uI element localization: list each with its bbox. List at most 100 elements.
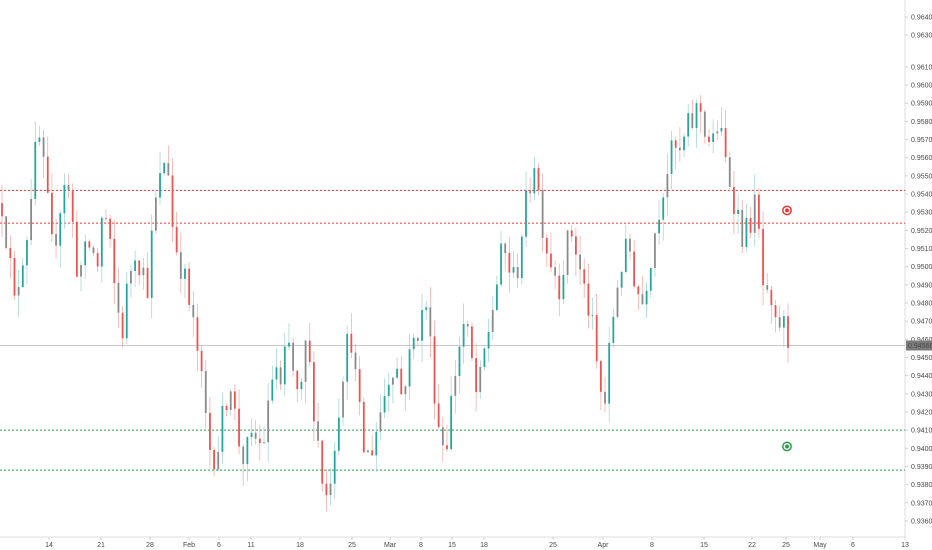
candle-body[interactable] xyxy=(350,333,353,353)
candle-body[interactable] xyxy=(109,218,112,239)
candle-body[interactable] xyxy=(246,437,249,465)
candle-body[interactable] xyxy=(238,408,240,447)
candle-body[interactable] xyxy=(649,268,652,291)
candle-body[interactable] xyxy=(275,367,278,380)
candle-body[interactable] xyxy=(446,445,448,450)
candle-body[interactable] xyxy=(637,286,640,295)
candle-body[interactable] xyxy=(92,247,95,254)
candle-body[interactable] xyxy=(558,275,561,300)
candle-body[interactable] xyxy=(770,289,773,306)
candle-body[interactable] xyxy=(383,396,386,413)
candle-body[interactable] xyxy=(720,127,723,132)
candle-body[interactable] xyxy=(529,190,532,194)
candle-body[interactable] xyxy=(254,432,257,439)
candle-body[interactable] xyxy=(163,163,166,174)
candle-body[interactable] xyxy=(408,349,411,387)
candle-body[interactable] xyxy=(699,103,702,112)
candle-body[interactable] xyxy=(51,192,53,235)
candle-body[interactable] xyxy=(371,450,374,456)
candle-body[interactable] xyxy=(63,184,66,214)
candle-body[interactable] xyxy=(454,376,457,396)
candle-body[interactable] xyxy=(595,315,598,362)
candle-body[interactable] xyxy=(71,190,74,222)
candle-body[interactable] xyxy=(38,137,41,142)
candle-body[interactable] xyxy=(703,111,706,137)
candle-body[interactable] xyxy=(612,316,615,343)
candle-body[interactable] xyxy=(209,412,211,450)
candle-body[interactable] xyxy=(504,243,507,254)
candle-body[interactable] xyxy=(192,304,195,318)
candle-body[interactable] xyxy=(196,317,199,351)
candle-body[interactable] xyxy=(412,337,415,350)
candle-body[interactable] xyxy=(483,348,486,367)
candle-body[interactable] xyxy=(662,197,665,220)
candle-body[interactable] xyxy=(283,346,286,385)
candle-body[interactable] xyxy=(21,265,24,288)
candle-body[interactable] xyxy=(354,352,357,370)
candle-body[interactable] xyxy=(188,268,191,305)
candle-body[interactable] xyxy=(250,432,253,438)
candle-body[interactable] xyxy=(471,326,473,359)
candle-body[interactable] xyxy=(387,384,390,397)
candle-body[interactable] xyxy=(683,136,685,151)
candle-body[interactable] xyxy=(512,267,515,273)
candle-body[interactable] xyxy=(749,217,752,233)
candle-body[interactable] xyxy=(400,368,403,395)
candle-body[interactable] xyxy=(550,253,552,268)
candle-body[interactable] xyxy=(441,427,444,446)
candle-body[interactable] xyxy=(500,243,502,285)
candle-body[interactable] xyxy=(541,189,544,238)
candle-body[interactable] xyxy=(42,137,45,157)
candle-body[interactable] xyxy=(495,284,498,311)
candle-body[interactable] xyxy=(624,238,627,272)
candle-body[interactable] xyxy=(566,230,569,275)
candle-body[interactable] xyxy=(491,310,494,332)
candle-body[interactable] xyxy=(117,283,120,313)
candle-body[interactable] xyxy=(13,257,16,296)
candle-body[interactable] xyxy=(105,217,107,219)
candle-body[interactable] xyxy=(200,350,203,372)
candle-body[interactable] xyxy=(204,371,207,413)
candle-body[interactable] xyxy=(716,131,719,134)
candle-body[interactable] xyxy=(96,253,99,267)
candle-body[interactable] xyxy=(587,283,590,316)
candle-body[interactable] xyxy=(300,381,303,390)
candle-body[interactable] xyxy=(308,340,311,363)
candle-body[interactable] xyxy=(46,156,49,193)
candle-body[interactable] xyxy=(691,113,694,129)
candle-body[interactable] xyxy=(712,133,715,142)
candle-body[interactable] xyxy=(34,141,37,199)
candle-body[interactable] xyxy=(213,449,215,470)
candle-body[interactable] xyxy=(184,268,186,279)
candle-body[interactable] xyxy=(121,312,124,339)
candle-body[interactable] xyxy=(304,340,307,382)
candle-body[interactable] xyxy=(545,237,548,254)
candle-body[interactable] xyxy=(75,221,78,277)
candle-body[interactable] xyxy=(333,450,336,484)
candle-body[interactable] xyxy=(88,241,91,248)
candle-body[interactable] xyxy=(762,228,764,286)
candle-body[interactable] xyxy=(375,431,378,456)
candle-body[interactable] xyxy=(670,140,673,174)
candle-body[interactable] xyxy=(575,236,577,255)
candle-body[interactable] xyxy=(666,173,669,198)
candle-body[interactable] xyxy=(9,248,12,258)
candle-body[interactable] xyxy=(396,368,398,378)
candle-body[interactable] xyxy=(741,209,744,247)
candle-body[interactable] xyxy=(1,203,3,217)
candle-body[interactable] xyxy=(462,323,465,347)
candle-body[interactable] xyxy=(724,127,727,158)
candle-body[interactable] xyxy=(138,260,141,276)
candle-body[interactable] xyxy=(337,417,340,451)
candle-body[interactable] xyxy=(225,405,228,411)
candle-body[interactable] xyxy=(745,217,748,247)
candle-body[interactable] xyxy=(146,267,149,298)
candle-body[interactable] xyxy=(433,336,436,404)
candle-body[interactable] xyxy=(475,358,477,393)
candle-body[interactable] xyxy=(520,236,523,279)
candle-body[interactable] xyxy=(583,269,586,284)
candle-body[interactable] xyxy=(5,216,8,249)
candle-body[interactable] xyxy=(620,271,623,288)
candle-body[interactable] xyxy=(404,386,407,395)
candle-body[interactable] xyxy=(342,381,344,418)
